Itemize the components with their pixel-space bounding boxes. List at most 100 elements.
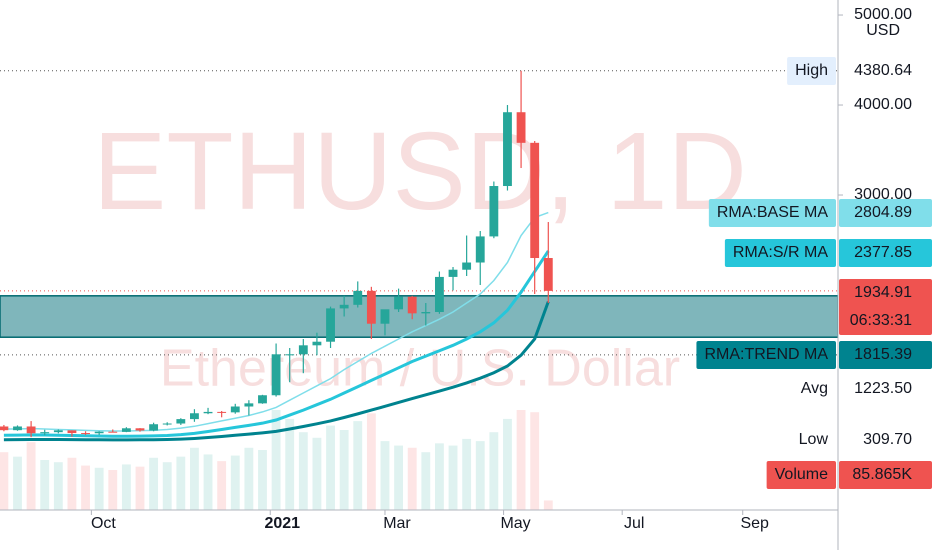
price-label-name-bg <box>790 426 836 454</box>
candle-body <box>434 276 444 313</box>
candle-body <box>394 296 404 310</box>
candle-body <box>135 428 145 431</box>
candle-body <box>462 262 472 270</box>
volume-bar <box>298 432 308 510</box>
volume-bar <box>230 455 240 510</box>
volume-bar <box>53 462 63 510</box>
price-label-value: 1934.91 <box>854 284 912 301</box>
candle-body <box>149 424 159 431</box>
watermark-sub: Ethereum / U.S. Dollar <box>160 340 680 398</box>
volume-bar <box>380 441 390 510</box>
ma-line <box>3 250 550 438</box>
price-label-name-bg <box>708 199 836 227</box>
price-label-name: Low <box>799 431 829 448</box>
candle-body <box>53 430 63 433</box>
volume-bar <box>13 456 22 510</box>
price-label-bg <box>839 461 932 489</box>
price-label-name-bg <box>787 57 836 85</box>
price-label-name: RMA:S/R MA <box>733 244 828 261</box>
price-label-bg <box>839 279 932 335</box>
price-label-name-bg <box>792 375 836 403</box>
x-tick-label: Sep <box>740 515 769 532</box>
x-tick-label: Jul <box>624 515 644 532</box>
volume-bar <box>530 412 540 510</box>
price-label-value: 309.70 <box>863 431 912 448</box>
volume-bar <box>353 421 363 510</box>
volume-bar <box>543 500 553 510</box>
candle-body <box>366 290 376 324</box>
volume-bar <box>203 454 213 510</box>
price-label-name: Volume <box>775 466 828 483</box>
price-label-name: RMA:TREND MA <box>704 346 828 363</box>
price-label-bg <box>839 57 932 85</box>
candle-body <box>121 428 131 432</box>
price-label-value: 1223.50 <box>854 380 912 397</box>
volume-bar <box>434 443 444 510</box>
volume-bar <box>285 418 295 510</box>
price-label-bg <box>839 341 932 369</box>
price-label-bg <box>839 426 932 454</box>
volume-bar <box>67 457 77 510</box>
volume-bar <box>149 457 159 510</box>
ma-line <box>3 211 549 432</box>
candle-body <box>81 433 90 435</box>
candle-body <box>258 395 267 404</box>
zone <box>0 295 839 338</box>
volume-bar <box>448 445 458 510</box>
candle-body <box>230 406 240 413</box>
volume-bar <box>162 462 172 510</box>
candle-body <box>489 186 499 237</box>
price-label-name: RMA:BASE MA <box>717 204 828 221</box>
candle-body <box>298 345 308 355</box>
candle-body <box>503 112 512 187</box>
candle-body <box>13 426 22 431</box>
candle-body <box>217 411 227 413</box>
currency: USD <box>866 22 900 39</box>
candle-body <box>271 354 281 396</box>
volume-bar <box>94 467 104 510</box>
candle-body <box>339 304 349 309</box>
watermark: ETHUSD, 1D <box>93 110 747 233</box>
candle-body <box>326 308 335 342</box>
price-label-value: 85.865K <box>852 466 912 483</box>
y-axis-bg <box>838 0 932 550</box>
candle-body <box>244 403 254 407</box>
volume-bar <box>312 437 322 510</box>
volume-bar <box>217 461 227 510</box>
candle-body <box>285 354 295 356</box>
x-tick-label: Mar <box>383 515 411 532</box>
candle-body <box>0 426 9 431</box>
volume-bar <box>462 438 472 510</box>
candle-body <box>421 312 431 314</box>
y-tick-label: 3000.00 <box>854 186 912 203</box>
volume-bar <box>40 460 50 510</box>
candle-body <box>407 296 417 314</box>
x-tick-label: May <box>500 515 530 532</box>
volume-bar <box>503 418 512 510</box>
volume-bar <box>0 452 9 510</box>
candle-body <box>543 258 553 291</box>
candle-body <box>162 423 172 425</box>
price-label-name-bg <box>696 341 836 369</box>
volume-bar <box>121 464 131 510</box>
volume-bar <box>258 450 267 510</box>
price-label-name: High <box>795 62 828 79</box>
price-label-bg <box>839 375 932 403</box>
x-tick-label: Oct <box>91 515 116 532</box>
volume-bar <box>135 466 145 510</box>
price-label-bg <box>839 199 932 227</box>
price-label-name-bg <box>724 239 836 267</box>
ma-line <box>3 301 550 442</box>
candle-body <box>353 290 363 305</box>
volume-bar <box>407 447 417 510</box>
candle-body <box>380 309 390 324</box>
candle-body <box>448 269 458 277</box>
countdown: 06:33:31 <box>850 312 912 329</box>
volume-bar <box>489 432 499 510</box>
volume-bar <box>339 430 349 510</box>
volume-bar <box>26 442 36 510</box>
candle-body <box>108 431 118 433</box>
price-label-name-bg <box>766 461 836 489</box>
